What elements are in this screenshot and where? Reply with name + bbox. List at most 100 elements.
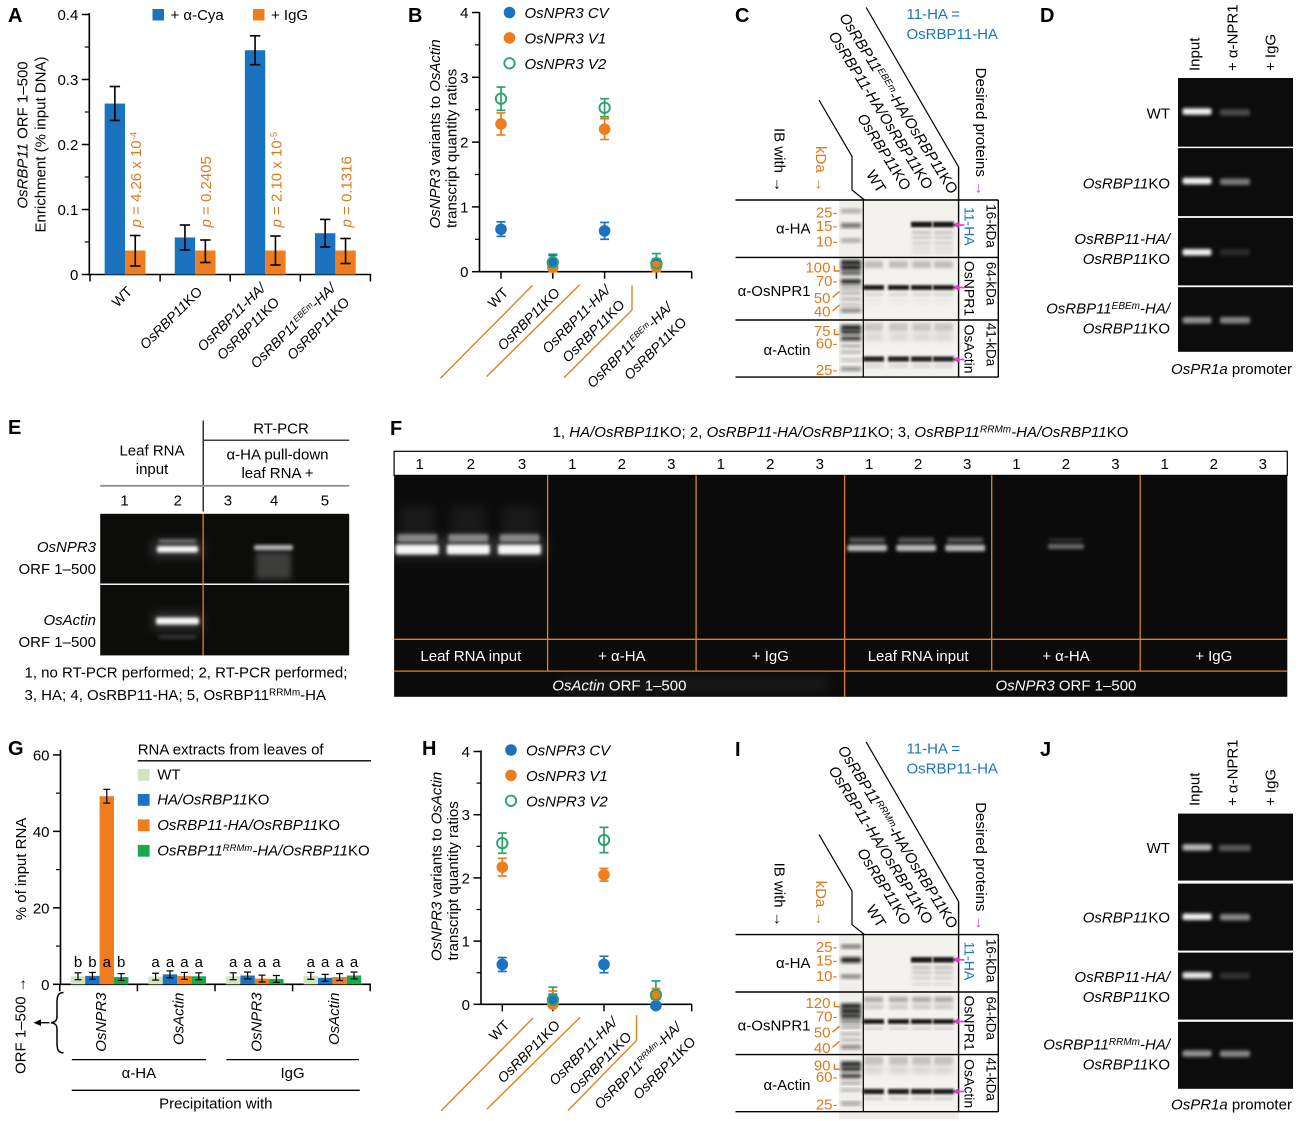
svg-text:OsRBP11KO: OsRBP11KO — [1083, 1057, 1170, 1074]
svg-text:a: a — [195, 954, 204, 971]
svg-text:4: 4 — [460, 5, 468, 22]
svg-text:WT: WT — [1147, 106, 1170, 123]
svg-text:Desired proteins →: Desired proteins → — [972, 68, 989, 196]
svg-text:70-: 70- — [816, 273, 838, 290]
svg-text:IgG: IgG — [281, 1065, 305, 1082]
svg-text:α-HA: α-HA — [122, 1065, 157, 1082]
svg-text:Precipitation with: Precipitation with — [159, 1096, 272, 1113]
svg-text:1: 1 — [717, 456, 725, 473]
svg-text:b: b — [88, 954, 96, 971]
svg-text:60-: 60- — [816, 336, 838, 353]
svg-text:20: 20 — [33, 900, 50, 917]
svg-text:41-kDa: 41-kDa — [984, 323, 999, 367]
svg-text:Leaf RNA input: Leaf RNA input — [420, 648, 522, 665]
svg-text:3: 3 — [224, 493, 232, 510]
svg-text:0.2: 0.2 — [57, 137, 78, 154]
svg-text:a: a — [272, 954, 281, 971]
svg-text:40: 40 — [33, 824, 50, 841]
svg-text:2: 2 — [467, 456, 475, 473]
svg-text:60: 60 — [33, 747, 50, 764]
svg-text:OsActin: OsActin — [171, 993, 188, 1046]
svg-text:OsNPR3 V2: OsNPR3 V2 — [526, 793, 608, 810]
svg-text:a: a — [166, 954, 175, 971]
svg-text:+ α-HA: + α-HA — [1042, 648, 1089, 665]
svg-text:B: B — [408, 5, 422, 27]
svg-text:OsRBP11KO: OsRBP11KO — [1083, 321, 1170, 338]
svg-text:Input: Input — [1187, 37, 1204, 71]
svg-text:3: 3 — [460, 70, 468, 87]
svg-text:α-HA pull-down: α-HA pull-down — [226, 447, 328, 464]
svg-text:2: 2 — [1062, 456, 1070, 473]
svg-text:OsActin: OsActin — [43, 612, 96, 629]
svg-text:OsRBP11 ORF 1–500: OsRBP11 ORF 1–500 — [15, 61, 32, 208]
svg-text:a: a — [103, 954, 112, 971]
svg-text:OsNPR3 variants to OsActin: OsNPR3 variants to OsActin — [429, 772, 446, 961]
svg-text:3: 3 — [667, 456, 675, 473]
svg-text:+ IgG: + IgG — [1263, 34, 1280, 71]
svg-text:OsNPR3: OsNPR3 — [248, 992, 265, 1052]
svg-text:1: 1 — [120, 493, 128, 510]
svg-text:OsNPR3 ORF 1–500: OsNPR3 ORF 1–500 — [995, 678, 1136, 695]
svg-text:+ IgG: + IgG — [1195, 648, 1232, 665]
svg-text:OsNPR3 CV: OsNPR3 CV — [526, 743, 612, 760]
svg-text:A: A — [8, 5, 22, 27]
svg-text:120: 120 — [805, 995, 830, 1012]
svg-text:transcript quantity ratios: transcript quantity ratios — [444, 69, 461, 228]
svg-text:5: 5 — [321, 493, 329, 510]
svg-text:50: 50 — [814, 290, 831, 307]
svg-text:4: 4 — [462, 744, 470, 761]
svg-text:kDa →: kDa → — [812, 881, 829, 927]
svg-text:1: 1 — [416, 456, 424, 473]
svg-text:3, HA; 4, OsRBP11-HA; 5, OsRBP: 3, HA; 4, OsRBP11-HA; 5, OsRBP11RRMm-HA — [25, 687, 327, 704]
svg-text:OsActin: OsActin — [326, 993, 343, 1046]
svg-text:4: 4 — [270, 493, 278, 510]
svg-text:OsNPR3 V2: OsNPR3 V2 — [525, 56, 607, 73]
svg-text:OsRBP11-HA/: OsRBP11-HA/ — [1074, 231, 1171, 248]
svg-text:α-OsNPR1: α-OsNPR1 — [738, 283, 811, 300]
svg-text:25-: 25- — [816, 939, 838, 956]
svg-text:b: b — [74, 954, 82, 971]
svg-text:0: 0 — [70, 267, 78, 284]
svg-text:OsRBP11RRMm-HA/OsRBP11KO: OsRBP11RRMm-HA/OsRBP11KO — [157, 843, 369, 860]
svg-text:50: 50 — [814, 1025, 831, 1042]
svg-text:OsNPR1: OsNPR1 — [962, 996, 978, 1051]
svg-text:a: a — [151, 954, 160, 971]
svg-text:25-: 25- — [816, 205, 838, 222]
svg-text:41-kDa: 41-kDa — [984, 1057, 999, 1101]
svg-text:α-HA: α-HA — [776, 955, 811, 972]
svg-text:OsRBP11-HA: OsRBP11-HA — [907, 761, 998, 778]
svg-text:+ α-Cya: + α-Cya — [171, 7, 225, 24]
svg-text:15-: 15- — [816, 953, 838, 970]
svg-text:OsActin ORF 1–500: OsActin ORF 1–500 — [552, 678, 686, 695]
svg-text:α-HA: α-HA — [776, 220, 811, 237]
svg-text:a: a — [335, 954, 344, 971]
svg-text:OsActin: OsActin — [962, 1059, 978, 1108]
svg-text:0.3: 0.3 — [57, 72, 78, 89]
svg-text:% of input RNA: % of input RNA — [13, 818, 30, 921]
svg-text:H: H — [422, 738, 436, 760]
svg-text:a: a — [243, 954, 252, 971]
svg-text:OsNPR3 V1: OsNPR3 V1 — [525, 30, 607, 47]
svg-text:ORF 1–500 →: ORF 1–500 → — [13, 977, 30, 1074]
svg-text:1: 1 — [1012, 456, 1020, 473]
svg-text:64-kDa: 64-kDa — [984, 997, 999, 1041]
svg-text:α-OsNPR1: α-OsNPR1 — [738, 1017, 811, 1034]
svg-text:10-: 10- — [816, 968, 838, 985]
svg-text:Leaf RNA input: Leaf RNA input — [868, 648, 970, 665]
svg-text:40: 40 — [814, 304, 831, 321]
svg-text:3: 3 — [816, 456, 824, 473]
svg-text:RT-PCR: RT-PCR — [253, 421, 309, 438]
svg-text:2: 2 — [766, 456, 774, 473]
svg-text:64-kDa: 64-kDa — [984, 262, 999, 306]
svg-text:11-HA =: 11-HA = — [907, 6, 961, 23]
svg-text:a: a — [307, 954, 316, 971]
svg-text:OsRBP11RRMm-HA/: OsRBP11RRMm-HA/ — [1043, 1037, 1172, 1054]
svg-text:+ IgG: + IgG — [271, 7, 308, 24]
svg-text:ORF 1–500: ORF 1–500 — [18, 561, 96, 578]
svg-text:3: 3 — [1259, 456, 1267, 473]
svg-text:+ IgG: + IgG — [752, 648, 789, 665]
svg-text:11-HA =: 11-HA = — [907, 741, 961, 758]
svg-text:E: E — [8, 417, 21, 439]
svg-text:0.1: 0.1 — [57, 202, 78, 219]
svg-text:HA/OsRBP11KO: HA/OsRBP11KO — [157, 792, 269, 809]
